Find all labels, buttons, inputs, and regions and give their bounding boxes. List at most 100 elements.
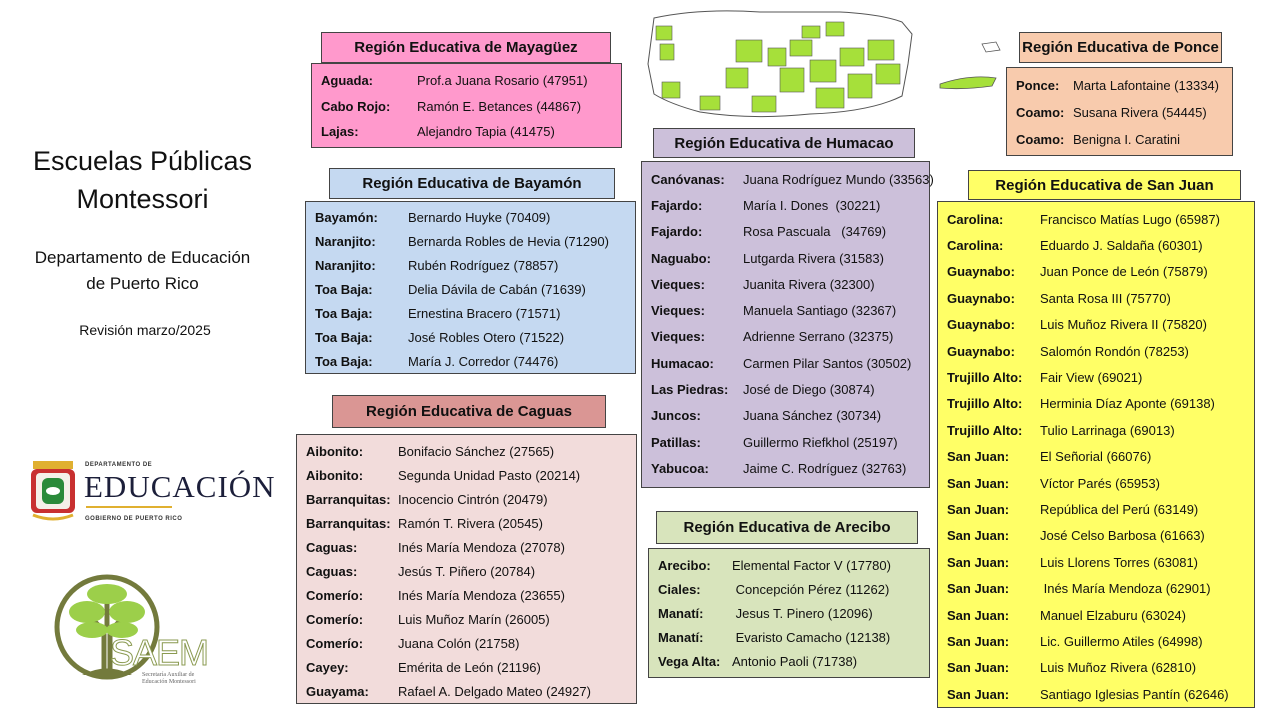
school-name: Rosa Pascuala (34769) [743,224,887,240]
school-name: Prof.a Juana Rosario (47951) [417,73,588,89]
region-school-list-bayamon: Bayamón: Bernardo Huyke (70409) Naranjito:… [305,201,636,374]
school-row: Naranjito: Rubén Rodríguez (78857) [315,254,635,278]
school-name: Alejandro Tapia (41475) [417,124,555,140]
municipality-label: Toa Baja: [315,306,373,321]
department-line-1: Departamento de Educación [34,248,251,267]
school-name: Luis Llorens Torres (63081) [1040,554,1199,570]
school-row: Toa Baja: Delia Dávila de Cabán (71639) [315,278,635,302]
region-header-arecibo: Región Educativa de Arecibo [656,511,918,544]
school-name: Juana Colón (21758) [398,636,520,652]
municipality-label: San Juan: [947,581,1010,597]
school-row: San Juan: Luis Muñoz Rivera (62810) [947,655,1254,681]
coat-of-arms-icon [31,461,75,521]
municipality-label: Carolina: [947,211,1004,227]
school-name: Bernardo Huyke (70409) [408,210,551,226]
title-line-2: Montessori [76,184,209,214]
school-name: Juan Ponce de León (75879) [1040,264,1208,280]
municipality-label: Comerío: [306,612,364,628]
school-name: Lic. Guillermo Atiles (64998) [1040,633,1203,649]
school-name: Evaristo Camacho (12138) [732,629,891,645]
municipality-label: Las Piedras: [651,382,729,398]
school-row: San Juan: José Celso Barbosa (61663) [947,523,1254,549]
school-name: José Celso Barbosa (61663) [1040,528,1205,544]
school-row: Yabucoa: Jaime C. Rodríguez (32763) [651,455,929,481]
school-name: Eduardo J. Saldaña (60301) [1040,238,1203,254]
municipality-label: Coamo: [1016,105,1065,120]
saem-logo: SAEM Secretaría Auxiliar de Educación Mo… [52,572,212,685]
school-name: Carmen Pilar Santos (30502) [743,355,912,371]
school-name: Fair View (69021) [1040,370,1143,386]
school-row: Guaynabo: Juan Ponce de León (75879) [947,259,1254,285]
municipality-label: San Juan: [947,475,1010,491]
school-row: San Juan: Víctor Parés (65953) [947,470,1254,496]
school-name: Guillermo Riefkhol (25197) [743,434,898,450]
logo-top-text: DEPARTAMENTO DE [85,462,153,468]
school-name: Luis Muñoz Rivera (62810) [1040,660,1197,676]
municipality-label: Bayamón: [315,210,378,226]
school-row: San Juan: Manuel Elzaburu (63024) [947,602,1254,628]
municipality-label: Fajardo: [651,224,703,240]
municipality-label: Naranjito: [315,258,376,274]
logo-bottom-text: GOBIERNO DE PUERTO RICO [85,516,183,522]
school-row: Aguada: Prof.a Juana Rosario (47951) [321,68,621,94]
municipality-label: Comerío: [306,636,364,652]
school-name: Jesús T. Piñero (20784) [398,564,536,580]
municipality-label: San Juan: [947,501,1010,517]
municipality-label: San Juan: [947,633,1010,649]
school-row: Carolina: Francisco Matías Lugo (65987) [947,206,1254,232]
municipality-label: Cabo Rojo: [321,98,391,114]
school-name: Marta Lafontaine (13334) [1073,78,1219,93]
school-name: Lutgarda Rivera (31583) [743,250,884,266]
school-row: Caguas: Inés María Mendoza (27078) [306,535,636,559]
municipality-label: Trujillo Alto: [947,396,1023,412]
logo-main-text: EDUCACIÓN [84,469,276,504]
school-row: Cayey: Emérita de León (21196) [306,656,636,680]
municipality-label: Aguada: [321,73,373,89]
school-row: Bayamón: Bernardo Huyke (70409) [315,206,635,230]
municipality-label: Vieques: [651,329,705,345]
school-name: Inés María Mendoza (23655) [398,588,565,604]
school-row: Canóvanas: Juana Rodríguez Mundo (33563) [651,166,934,192]
school-row: Naguabo: Lutgarda Rivera (31583) [651,245,929,271]
saem-text: SAEM [109,632,209,674]
page-title: Escuelas Públicas Montessori [0,142,285,218]
school-name: Bernarda Robles de Hevia (71290) [408,234,609,250]
school-row: Trujillo Alto: Herminia Díaz Aponte (6913… [947,391,1254,417]
municipality-label: Guayama: [306,684,369,700]
municipality-label: Toa Baja: [315,353,373,369]
school-row: Ciales: Concepción Pérez (11262) [658,577,929,601]
school-row: Trujillo Alto: Tulio Larrinaga (69013) [947,417,1254,443]
municipality-label: Juncos: [651,408,701,424]
municipality-label: Guaynabo: [947,264,1015,280]
department-name: Departamento de Educación de Puerto Rico [0,245,285,297]
school-name: José Robles Otero (71522) [408,329,565,345]
municipality-label: Caguas: [306,539,358,555]
revision-date: Revisión marzo/2025 [79,322,211,338]
municipality-label: San Juan: [947,660,1010,676]
school-row: Humacao: Carmen Pilar Santos (30502) [651,350,929,376]
municipality-label: Cayey: [306,660,349,676]
school-name: Francisco Matías Lugo (65987) [1040,211,1220,227]
municipality-label: San Juan: [947,449,1010,465]
municipality-label: San Juan: [947,554,1010,570]
school-name: Adrienne Serrano (32375) [743,329,894,345]
school-name: Rubén Rodríguez (78857) [408,258,559,274]
region-school-list-ponce: Ponce: Marta Lafontaine (13334) Coamo: Susa… [1006,67,1233,156]
region-school-list-humacao: Canóvanas: Juana Rodríguez Mundo (33563) F… [641,161,934,488]
saem-subtitle: Secretaría Auxiliar de Educación Montess… [142,672,196,686]
school-name: Ramón E. Betances (44867) [417,98,582,114]
municipality-label: Yabucoa: [651,460,709,476]
municipality-label: Coamo: [1016,132,1065,147]
municipality-label: Manatí: [658,629,704,645]
school-row: Las Piedras: José de Diego (30874) [651,376,929,402]
school-row: Ponce: Marta Lafontaine (13334) [1016,72,1232,99]
school-row: Guayama: Rafael A. Delgado Mateo (24927) [306,680,636,704]
school-name: Tulio Larrinaga (69013) [1040,422,1175,438]
school-row: Aibonito: Bonifacio Sánchez (27565) [306,439,636,463]
region-school-list-caguas: Aibonito: Bonifacio Sánchez (27565) Aiboni… [296,434,637,704]
school-row: Caguas: Jesús T. Piñero (20784) [306,559,636,583]
school-row: Carolina: Eduardo J. Saldaña (60301) [947,232,1254,258]
school-row: Toa Baja: María J. Corredor (74476) [315,349,635,373]
school-name: Benigna I. Caratini [1073,132,1180,147]
school-row: San Juan: República del Perú (63149) [947,496,1254,522]
